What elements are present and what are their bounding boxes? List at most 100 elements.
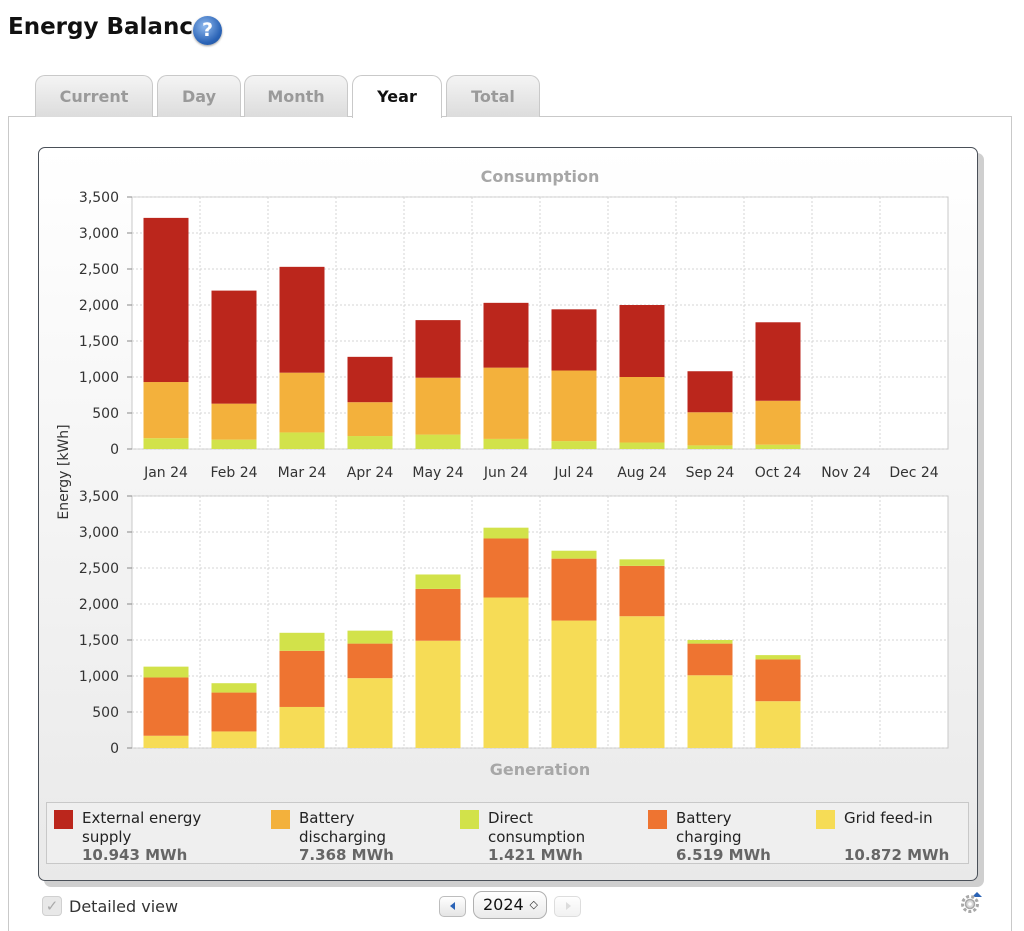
tab-current[interactable]: Current xyxy=(35,75,153,117)
year-select-value: 2024 xyxy=(483,895,524,914)
tab-day[interactable]: Day xyxy=(157,75,241,117)
bar-direct-consumption xyxy=(211,439,257,449)
legend-label: Direct consumption xyxy=(488,809,586,846)
bar-grid-feed-in xyxy=(415,640,461,748)
chevron-right-icon xyxy=(565,902,571,910)
bar-external-energy-supply xyxy=(483,302,529,368)
select-arrows-icon: ◇ xyxy=(529,898,538,911)
legend-value: 7.368 MWh xyxy=(299,846,394,864)
x-tick-label: Aug 24 xyxy=(617,465,667,481)
detailed-view-label: Detailed view xyxy=(69,897,179,916)
bar-grid-feed-in xyxy=(687,675,733,748)
y-tick-label: 2,500 xyxy=(79,561,119,577)
bar-grid-feed-in xyxy=(347,678,393,748)
year-select[interactable]: 2024 ◇ xyxy=(473,891,547,919)
x-tick-label: Nov 24 xyxy=(821,465,871,481)
x-tick-label: May 24 xyxy=(412,465,463,481)
bar-direct-consumption xyxy=(755,655,801,660)
y-tick-label: 2,000 xyxy=(79,298,119,314)
bar-grid-feed-in xyxy=(143,735,189,748)
y-tick-label: 0 xyxy=(110,741,119,757)
y-tick-label: 1,500 xyxy=(79,633,119,649)
bar-external-energy-supply xyxy=(347,356,393,403)
bar-battery-charging xyxy=(551,558,597,621)
bar-battery-charging xyxy=(415,588,461,641)
tab-total[interactable]: Total xyxy=(446,75,540,117)
y-tick-label: 500 xyxy=(92,705,119,721)
y-tick-label: 0 xyxy=(110,442,119,458)
bar-direct-consumption xyxy=(279,632,325,651)
y-axis-label: Energy [kWh] xyxy=(56,424,72,519)
bar-direct-consumption xyxy=(143,438,189,449)
bar-external-energy-supply xyxy=(143,217,189,383)
x-tick-label: Dec 24 xyxy=(889,465,938,481)
legend-label: Grid feed-in xyxy=(844,809,933,827)
y-tick-label: 500 xyxy=(92,406,119,422)
chart-title: Consumption xyxy=(481,167,600,186)
bar-battery-charging xyxy=(687,643,733,676)
bar-direct-consumption xyxy=(483,438,529,449)
y-tick-label: 3,500 xyxy=(79,190,119,206)
legend-value: 6.519 MWh xyxy=(676,846,771,864)
bar-battery-discharging xyxy=(755,400,801,445)
bar-external-energy-supply xyxy=(415,320,461,378)
legend-swatch xyxy=(54,810,73,829)
x-tick-label: Apr 24 xyxy=(347,465,394,481)
legend-swatch xyxy=(271,810,290,829)
bar-external-energy-supply xyxy=(755,322,801,401)
x-tick-label: Oct 24 xyxy=(755,465,802,481)
bar-battery-discharging xyxy=(415,377,461,435)
legend-label: Battery discharging xyxy=(299,809,387,846)
bar-external-energy-supply xyxy=(211,290,257,404)
legend-swatch xyxy=(816,810,835,829)
bar-external-energy-supply xyxy=(551,309,597,371)
y-tick-label: 1,000 xyxy=(79,669,119,685)
legend-label: External energy supply xyxy=(82,809,202,846)
prev-year-button[interactable] xyxy=(439,896,466,917)
bar-external-energy-supply xyxy=(279,266,325,373)
bar-grid-feed-in xyxy=(551,620,597,748)
detailed-view-checkbox[interactable]: ✓ xyxy=(42,896,62,916)
tab-year[interactable]: Year xyxy=(352,75,442,118)
tab-month[interactable]: Month xyxy=(244,75,348,117)
y-tick-label: 3,500 xyxy=(79,489,119,505)
bar-battery-discharging xyxy=(347,402,393,437)
x-tick-label: Jan 24 xyxy=(143,465,188,481)
bar-direct-consumption xyxy=(143,666,189,678)
bar-battery-charging xyxy=(279,650,325,707)
gear-icon[interactable] xyxy=(959,891,983,915)
bar-grid-feed-in xyxy=(755,701,801,748)
bar-grid-feed-in xyxy=(279,706,325,748)
y-tick-label: 2,000 xyxy=(79,597,119,613)
bar-grid-feed-in xyxy=(483,597,529,748)
bar-battery-charging xyxy=(347,643,393,679)
legend-label: Battery charging xyxy=(676,809,742,846)
bar-direct-consumption xyxy=(619,442,665,449)
bar-direct-consumption xyxy=(211,683,257,693)
bar-direct-consumption xyxy=(551,441,597,449)
x-tick-label: Mar 24 xyxy=(278,465,327,481)
chart-title: Generation xyxy=(490,760,590,779)
bar-battery-discharging xyxy=(143,382,189,439)
bar-battery-charging xyxy=(483,538,529,598)
bar-direct-consumption xyxy=(687,445,733,449)
chart-legend: External energy supply 10.943 MWh Batter… xyxy=(46,802,969,864)
bar-battery-charging xyxy=(211,692,257,732)
bar-direct-consumption xyxy=(415,434,461,449)
bar-direct-consumption xyxy=(687,640,733,644)
bar-direct-consumption xyxy=(415,574,461,589)
x-tick-label: Jul 24 xyxy=(553,465,593,481)
bar-external-energy-supply xyxy=(619,305,665,377)
help-icon[interactable]: ? xyxy=(193,16,222,45)
next-year-button[interactable] xyxy=(554,896,581,917)
bar-external-energy-supply xyxy=(687,371,733,413)
y-tick-label: 1,000 xyxy=(79,370,119,386)
legend-value: 10.943 MWh xyxy=(82,846,188,864)
bar-grid-feed-in xyxy=(619,616,665,748)
bar-direct-consumption xyxy=(279,432,325,449)
bar-direct-consumption xyxy=(755,444,801,449)
bar-battery-discharging xyxy=(687,412,733,446)
x-tick-label: Sep 24 xyxy=(686,465,735,481)
legend-swatch xyxy=(648,810,667,829)
